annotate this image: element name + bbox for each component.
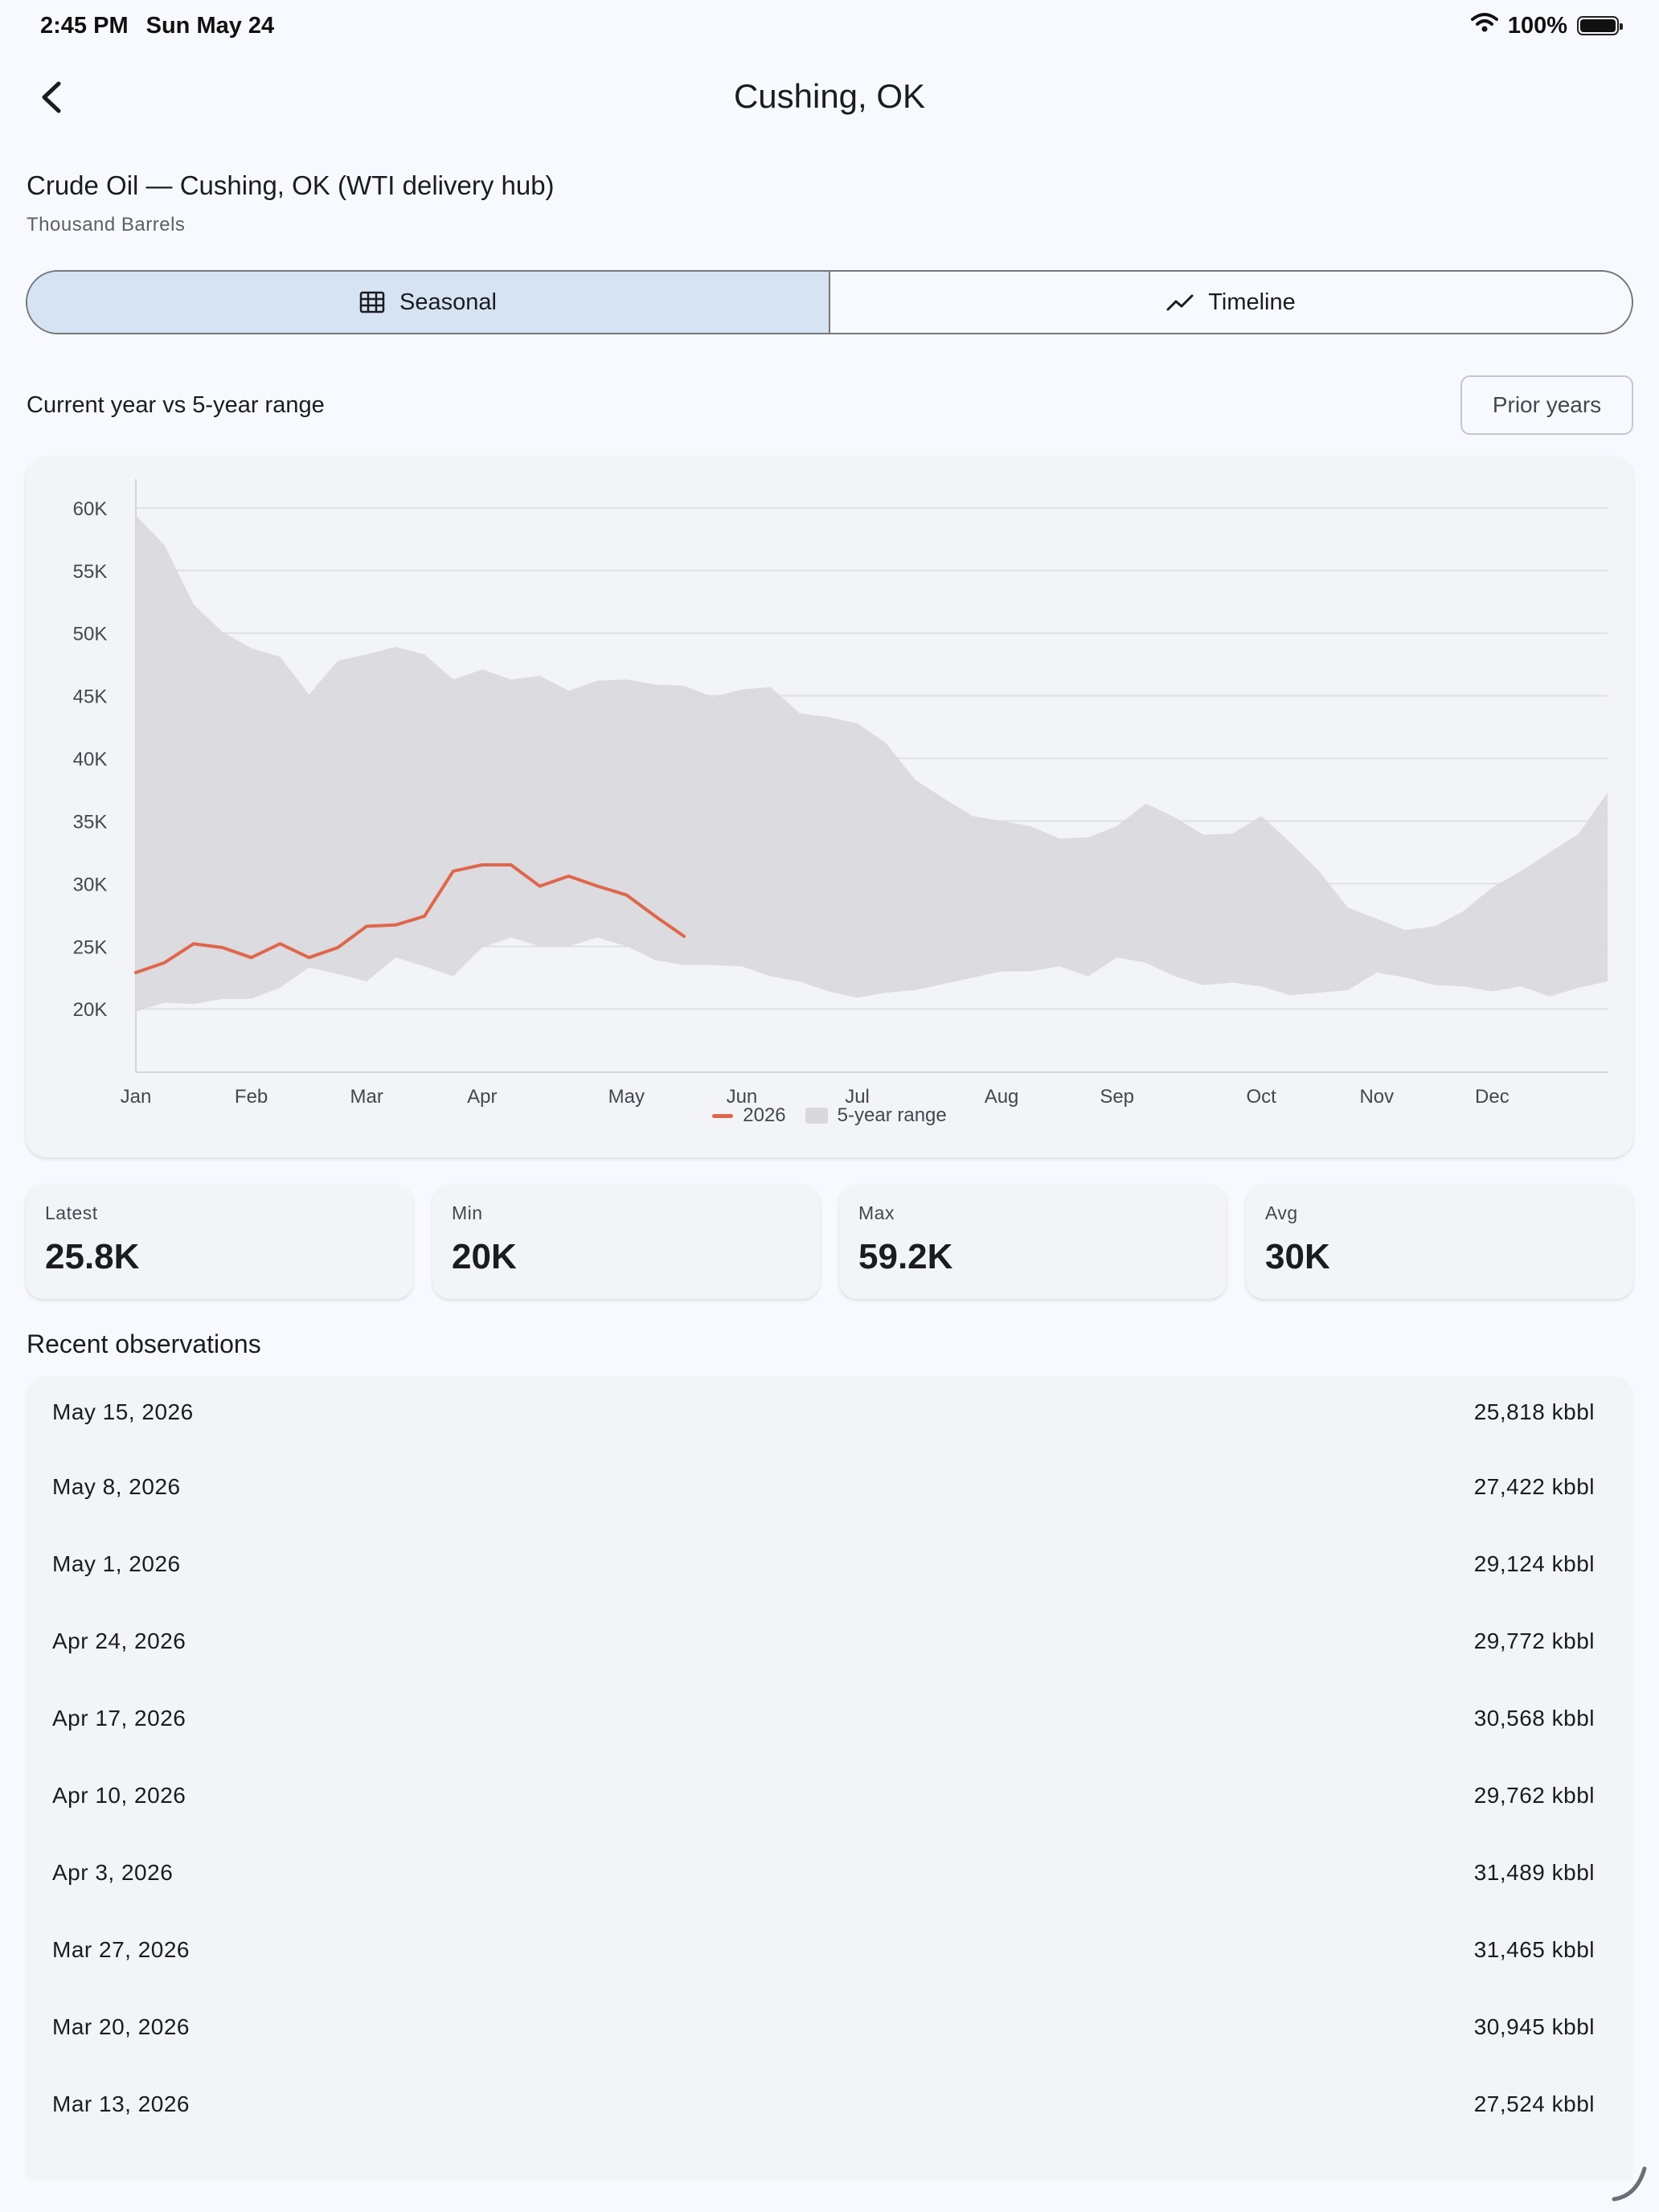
- list-item[interactable]: May 8, 2026 27,422 kbbl: [26, 1448, 1633, 1526]
- obs-date: Apr 17, 2026: [52, 1706, 186, 1731]
- battery-icon: [1577, 16, 1623, 35]
- obs-value: 27,422 kbbl: [1473, 1474, 1595, 1499]
- stats-row: Latest 25.8K Min 20K Max 59.2K Avg 30K: [26, 1185, 1633, 1299]
- x-tick-label: May: [608, 1086, 645, 1108]
- list-item[interactable]: Mar 20, 2026 30,945 kbbl: [26, 1989, 1633, 2066]
- stat-value: 30K: [1265, 1237, 1330, 1276]
- chart-legend: 2026 5-year range: [26, 1104, 1633, 1127]
- obs-value: 29,124 kbbl: [1473, 1551, 1595, 1576]
- tab-timeline[interactable]: Timeline: [829, 272, 1632, 333]
- view-toggle: Seasonal Timeline: [26, 270, 1633, 334]
- stat-card-avg: Avg 30K: [1246, 1185, 1633, 1299]
- obs-date: Mar 27, 2026: [52, 1937, 190, 1962]
- app-bar: Cushing, OK: [0, 61, 1659, 133]
- chevron-left-icon: [42, 81, 61, 113]
- list-item[interactable]: Mar 27, 2026 31,465 kbbl: [26, 1911, 1633, 1989]
- obs-date: May 8, 2026: [52, 1474, 181, 1499]
- y-tick-label: 20K: [73, 999, 108, 1021]
- obs-value: 27,524 kbbl: [1473, 2091, 1595, 2116]
- legend-item-range[interactable]: 5-year range: [805, 1104, 947, 1127]
- obs-date: May 1, 2026: [52, 1551, 181, 1576]
- stat-value: 25.8K: [45, 1237, 140, 1276]
- range-band-area: [136, 515, 1608, 1012]
- list-item[interactable]: May 15, 2026 25,818 kbbl: [26, 1376, 1633, 1448]
- tab-seasonal[interactable]: Seasonal: [27, 272, 829, 333]
- y-tick-label: 45K: [73, 686, 108, 708]
- trending-icon: [1166, 294, 1194, 311]
- x-tick-label: Dec: [1475, 1086, 1509, 1108]
- obs-value: 30,568 kbbl: [1473, 1706, 1595, 1731]
- grid-icon: [359, 291, 385, 313]
- obs-date: Apr 10, 2026: [52, 1783, 186, 1808]
- list-item[interactable]: Mar 13, 2026 27,524 kbbl: [26, 2066, 1633, 2143]
- status-bar: 2:45 PM Sun May 24 100%: [0, 0, 1659, 51]
- stat-card-max: Max 59.2K: [839, 1185, 1227, 1299]
- legend-label-current: 2026: [743, 1104, 786, 1126]
- list-item[interactable]: Apr 3, 2026 31,489 kbbl: [26, 1834, 1633, 1911]
- chart-section-label: Current year vs 5-year range: [27, 392, 325, 418]
- status-time: 2:45 PM: [40, 12, 129, 39]
- y-tick-label: 50K: [73, 624, 108, 645]
- stat-label: Max: [858, 1202, 895, 1223]
- y-tick-label: 30K: [73, 874, 108, 895]
- legend-line-swatch: [712, 1113, 734, 1118]
- obs-date: May 15, 2026: [52, 1399, 194, 1424]
- x-tick-label: Jul: [845, 1086, 870, 1108]
- stat-label: Latest: [45, 1202, 98, 1223]
- obs-value: 31,489 kbbl: [1473, 1860, 1595, 1885]
- recent-observations-title: Recent observations: [27, 1329, 261, 1358]
- stat-value: 20K: [452, 1237, 517, 1276]
- stat-label: Min: [452, 1202, 483, 1223]
- status-date: Sun May 24: [145, 12, 275, 39]
- legend-label-range: 5-year range: [837, 1104, 947, 1126]
- y-tick-label: 40K: [73, 749, 108, 771]
- obs-date: Mar 13, 2026: [52, 2091, 190, 2116]
- x-tick-label: Oct: [1247, 1086, 1277, 1108]
- tab-seasonal-label: Seasonal: [399, 289, 497, 315]
- legend-item-current[interactable]: 2026: [712, 1104, 786, 1127]
- battery-percent: 100%: [1507, 12, 1567, 39]
- list-item[interactable]: Apr 24, 2026 29,772 kbbl: [26, 1603, 1633, 1680]
- x-tick-label: Jun: [727, 1086, 758, 1108]
- prior-years-button[interactable]: Prior years: [1460, 375, 1633, 435]
- obs-value: 29,772 kbbl: [1473, 1628, 1595, 1653]
- back-button[interactable]: [24, 69, 80, 125]
- stat-label: Avg: [1265, 1202, 1298, 1223]
- current-year-line: [134, 863, 686, 974]
- x-tick-label: Mar: [350, 1086, 383, 1108]
- observations-list[interactable]: May 15, 2026 25,818 kbbl May 8, 2026 27,42…: [26, 1376, 1633, 2180]
- obs-date: Apr 24, 2026: [52, 1628, 186, 1653]
- series-units: Thousand Barrels: [27, 214, 186, 236]
- scroll-indicator-icon: [1612, 2166, 1647, 2202]
- list-item[interactable]: May 1, 2026 29,124 kbbl: [26, 1526, 1633, 1603]
- tab-timeline-label: Timeline: [1208, 289, 1296, 315]
- y-tick-label: 60K: [73, 498, 108, 520]
- obs-value: 31,465 kbbl: [1473, 1937, 1595, 1962]
- list-item[interactable]: Apr 10, 2026 29,762 kbbl: [26, 1757, 1633, 1834]
- y-tick-label: 25K: [73, 936, 108, 958]
- y-tick-label: 35K: [73, 811, 108, 833]
- seasonal-chart[interactable]: 60K 55K 50K 45K 40K 35K 30K 25K 20K Jan Feb Mar Apr M…: [26, 457, 1633, 1157]
- stat-card-min: Min 20K: [432, 1185, 820, 1299]
- obs-value: 25,818 kbbl: [1473, 1399, 1595, 1424]
- wifi-icon: [1470, 12, 1498, 39]
- legend-band-swatch: [805, 1108, 828, 1124]
- x-tick-label: Feb: [235, 1086, 268, 1108]
- series-title: Crude Oil — Cushing, OK (WTI delivery hu…: [27, 170, 555, 200]
- stat-card-latest: Latest 25.8K: [26, 1185, 413, 1299]
- obs-value: 30,945 kbbl: [1473, 2014, 1595, 2039]
- stat-value: 59.2K: [858, 1237, 953, 1276]
- x-tick-label: Sep: [1100, 1086, 1134, 1108]
- list-item[interactable]: Apr 17, 2026 30,568 kbbl: [26, 1680, 1633, 1757]
- obs-date: Mar 20, 2026: [52, 2014, 190, 2039]
- x-tick-label: Jan: [121, 1086, 152, 1108]
- x-tick-label: Apr: [467, 1086, 497, 1108]
- x-tick-label: Nov: [1359, 1086, 1394, 1108]
- y-tick-label: 55K: [73, 561, 108, 583]
- obs-date: Apr 3, 2026: [52, 1860, 174, 1885]
- x-tick-label: Aug: [985, 1086, 1019, 1108]
- chart-card: 60K 55K 50K 45K 40K 35K 30K 25K 20K Jan Feb Mar Apr M…: [26, 457, 1633, 1157]
- page-title: Cushing, OK: [733, 77, 926, 115]
- obs-value: 29,762 kbbl: [1473, 1783, 1595, 1808]
